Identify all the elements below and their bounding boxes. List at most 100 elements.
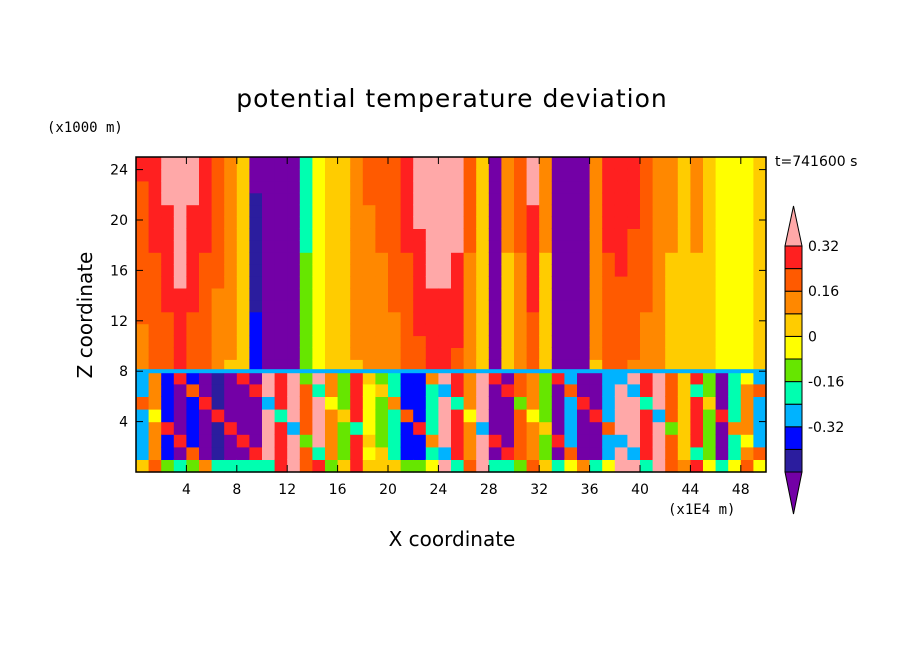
field-cell-lower: [753, 383, 767, 397]
field-cell-lower: [136, 383, 150, 397]
field-cell-lower: [463, 434, 477, 448]
field-cell-upper: [463, 228, 477, 241]
field-cell-lower: [299, 396, 313, 410]
field-cell-upper: [136, 276, 150, 289]
field-cell-upper: [161, 228, 175, 241]
field-cell-lower: [425, 421, 439, 435]
field-cell-lower: [350, 434, 364, 448]
field-cell-lower: [350, 409, 364, 423]
field-cell-lower: [451, 434, 465, 448]
field-cell-upper: [728, 252, 742, 265]
field-cell-lower: [274, 421, 288, 435]
field-cell-upper: [350, 287, 364, 301]
field-cell-upper: [362, 347, 376, 360]
field-cell-lower: [400, 371, 414, 385]
field-cell-lower: [236, 434, 250, 448]
field-cell-lower: [640, 383, 654, 397]
field-cell-lower: [665, 383, 679, 397]
field-cell-upper: [589, 347, 603, 360]
field-cell-upper: [337, 216, 351, 229]
field-cell-lower: [211, 446, 225, 460]
field-cell-lower: [136, 434, 150, 448]
field-cell-lower: [173, 409, 187, 423]
field-cell-lower: [388, 434, 402, 448]
field-cell-upper: [539, 216, 553, 229]
field-cell-lower: [274, 446, 288, 460]
field-cell-upper: [274, 180, 288, 194]
field-cell-lower: [652, 371, 666, 385]
field-cell-upper: [690, 359, 704, 372]
field-cell-upper: [728, 192, 742, 206]
field-cell-upper: [665, 359, 679, 372]
field-cell-upper: [262, 287, 276, 301]
field-cell-upper: [602, 157, 616, 170]
field-cell-upper: [400, 276, 414, 289]
field-cell-lower: [312, 459, 326, 473]
time-label: t=741600 s: [775, 154, 858, 170]
field-cell-upper: [262, 216, 276, 229]
field-cell-upper: [665, 180, 679, 194]
field-cell-upper: [703, 276, 717, 289]
field-cell-upper: [602, 264, 616, 277]
field-cell-upper: [514, 276, 528, 289]
field-cell-upper: [564, 299, 578, 313]
field-cell-lower: [715, 446, 729, 460]
field-cell-upper: [526, 180, 540, 194]
field-cell-lower: [564, 371, 578, 385]
field-cell-lower: [224, 396, 238, 410]
field-cell-upper: [287, 264, 301, 277]
field-cell-upper: [539, 240, 553, 253]
colorbar-box: [784, 448, 803, 473]
field-cell-lower: [438, 383, 452, 397]
field-cell-upper: [589, 192, 603, 206]
field-cell-lower: [287, 371, 301, 385]
field-cell-upper: [526, 287, 540, 301]
field-cell-upper: [703, 168, 717, 182]
field-cell-upper: [526, 192, 540, 206]
field-cell-lower: [287, 396, 301, 410]
field-cell-upper: [640, 276, 654, 289]
field-cell-lower: [362, 434, 376, 448]
field-cell-upper: [148, 323, 162, 337]
field-cell-upper: [753, 323, 767, 337]
field-cell-lower: [337, 446, 351, 460]
field-cell-upper: [539, 180, 553, 194]
field-cell-upper: [413, 157, 427, 170]
field-cell-upper: [186, 359, 200, 372]
chart-title: potential temperature deviation: [236, 84, 668, 113]
field-cell-upper: [362, 323, 376, 337]
field-cell-upper: [388, 204, 402, 218]
colorbar-extend-high: [784, 205, 803, 247]
field-cell-lower: [199, 396, 213, 410]
field-cell-upper: [211, 276, 225, 289]
field-cell-lower: [299, 383, 313, 397]
field-cell-upper: [602, 204, 616, 218]
field-cell-upper: [463, 180, 477, 194]
field-cell-upper: [551, 311, 565, 325]
field-cell-upper: [350, 264, 364, 277]
field-cell-upper: [249, 240, 263, 253]
field-cell-upper: [753, 276, 767, 289]
field-cell-upper: [325, 240, 339, 253]
field-cell-upper: [337, 359, 351, 372]
field-cell-lower: [577, 434, 591, 448]
field-cell-upper: [514, 323, 528, 337]
field-cell-upper: [438, 347, 452, 360]
field-cell-upper: [640, 252, 654, 265]
field-cell-lower: [249, 371, 263, 385]
field-cell-upper: [236, 347, 250, 360]
field-cell-upper: [375, 240, 389, 253]
field-cell-lower: [614, 409, 628, 423]
field-cell-lower: [425, 383, 439, 397]
field-cell-upper: [677, 287, 691, 301]
field-cell-lower: [551, 371, 565, 385]
field-cell-upper: [551, 204, 565, 218]
field-cell-upper: [438, 240, 452, 253]
field-cell-upper: [325, 287, 339, 301]
field-cell-lower: [728, 446, 742, 460]
field-cell-upper: [148, 347, 162, 360]
field-cell-upper: [362, 264, 376, 277]
field-cell-upper: [715, 335, 729, 348]
field-cell-upper: [337, 180, 351, 194]
field-cell-lower: [388, 421, 402, 435]
